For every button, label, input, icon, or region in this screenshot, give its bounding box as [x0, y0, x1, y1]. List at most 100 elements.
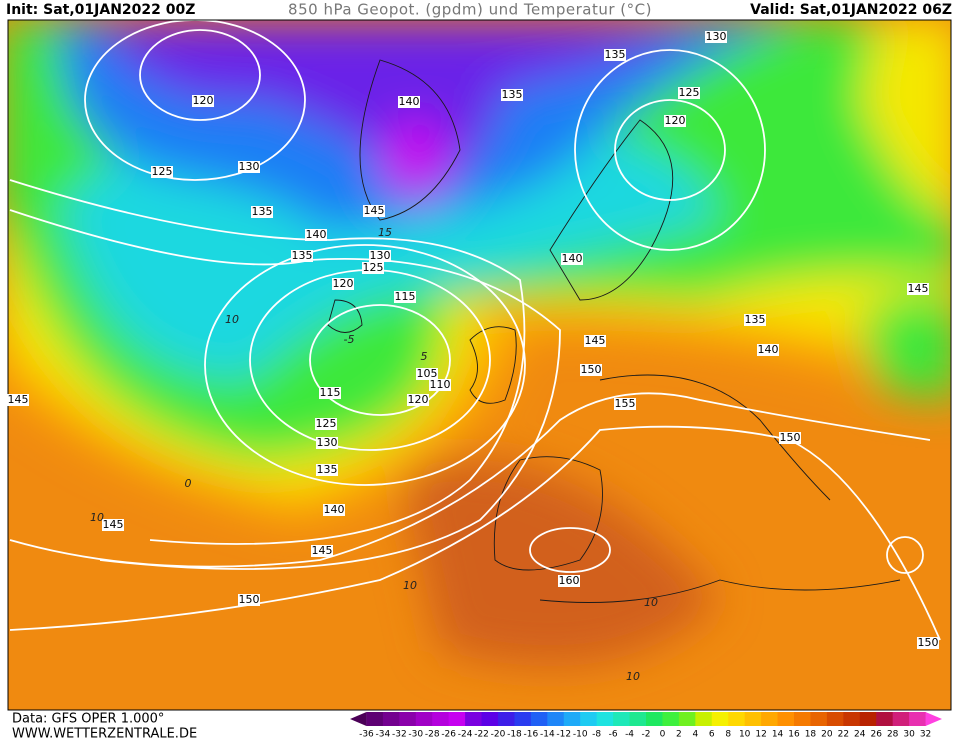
colorbar-swatch	[909, 712, 927, 726]
temperature-label: 5	[421, 350, 428, 363]
contour-label: 135	[605, 48, 626, 61]
contour-label-box	[561, 253, 583, 265]
contour-label-box	[251, 206, 273, 218]
contour-label-box	[558, 575, 580, 587]
contour-label: 150	[780, 431, 801, 444]
field-yellow-east	[860, 20, 951, 217]
colorbar-swatch	[728, 712, 746, 726]
contour-label-box	[678, 87, 700, 99]
colorbar-label: 22	[838, 730, 849, 740]
contour-label-box	[291, 250, 313, 262]
contour-label-box	[305, 229, 327, 241]
contour-label: 140	[562, 252, 583, 265]
contour-label: 140	[306, 228, 327, 241]
contour	[529, 527, 611, 573]
contour-label-box	[604, 49, 626, 61]
contour-label: 145	[8, 393, 29, 406]
colorbar-swatch	[415, 712, 433, 726]
contour-label-box	[757, 344, 779, 356]
colorbar-label: -30	[408, 730, 423, 740]
contour-label: 125	[363, 261, 384, 274]
colorbar-swatch	[892, 712, 910, 726]
colorbar-arrow	[350, 712, 367, 726]
contour-label: 145	[585, 334, 606, 347]
coast-iberia	[493, 456, 603, 571]
colorbar-label: -6	[609, 730, 618, 740]
temperature-label: -5	[344, 333, 355, 346]
contour-label-box	[316, 437, 338, 449]
contour-label-box	[416, 368, 438, 380]
colorbar-label: -26	[441, 730, 456, 740]
contour-label: 115	[320, 386, 341, 399]
colorbar-label: -20	[491, 730, 506, 740]
colorbar-swatch	[465, 712, 483, 726]
contour-label-box	[316, 464, 338, 476]
contour-label-box	[323, 504, 345, 516]
contour-label: 155	[615, 397, 636, 410]
contour-label: 120	[333, 277, 354, 290]
colorbar: -36 -34 -32 -30 -28 -26 -24 -22 -20 -18 -16 -14 -12-…	[350, 712, 942, 740]
contour-label-box	[369, 250, 391, 262]
contour-label: 140	[399, 95, 420, 108]
contour-label: 130	[317, 436, 338, 449]
colorbar-swatch	[547, 712, 565, 726]
colorbar-swatch	[432, 712, 450, 726]
colorbar-label: -10	[573, 730, 588, 740]
contour-label-box	[7, 394, 29, 406]
colorbar-swatch	[678, 712, 696, 726]
coast-scandinavia	[549, 119, 674, 301]
colorbar-label: -34	[376, 730, 391, 740]
contour-label: 120	[408, 393, 429, 406]
contour-label: 115	[395, 290, 416, 303]
contour-label: 145	[312, 544, 333, 557]
temperature-label: 10	[90, 511, 104, 524]
contour-label: 130	[370, 249, 391, 262]
colorbar-swatch	[662, 712, 680, 726]
temperature-label: 10	[225, 313, 239, 326]
contour-label-box	[238, 161, 260, 173]
coast-africa	[539, 579, 901, 603]
contour-label: 145	[103, 518, 124, 531]
contour-label-box	[363, 205, 385, 217]
colorbar-label: -16	[524, 730, 539, 740]
temperature-label: 10	[626, 670, 640, 683]
colorbar-label: 14	[772, 730, 784, 740]
field-purple	[100, 20, 700, 200]
colorbar-label: 16	[788, 730, 800, 740]
map-frame	[7, 19, 952, 711]
colorbar-swatch	[794, 712, 811, 726]
colorbar-label: -8	[592, 730, 601, 740]
contour-label: 150	[239, 593, 260, 606]
contour-label: 135	[745, 313, 766, 326]
colorbar-label: 30	[903, 730, 915, 740]
contour-label-box	[362, 262, 384, 274]
contour	[9, 392, 931, 568]
contour-label-box	[394, 291, 416, 303]
contour	[614, 99, 726, 201]
contour-label-box	[407, 394, 429, 406]
colorbar-label: 12	[755, 730, 766, 740]
colorbar-label: 4	[692, 730, 698, 740]
contour-label-box	[917, 637, 939, 649]
colorbar-label: -4	[625, 730, 634, 740]
init-label: Init: Sat,01JAN2022 00Z	[6, 2, 195, 18]
contour	[84, 20, 306, 181]
colorbar-label: 28	[887, 730, 899, 740]
colorbar-swatch	[843, 712, 861, 726]
colorbar-swatch	[859, 712, 877, 726]
colorbar-swatch	[826, 712, 844, 726]
contour	[139, 29, 261, 121]
contour	[9, 425, 941, 641]
contour-label: 160	[559, 574, 580, 587]
geopotential-contours	[9, 20, 941, 641]
contour-label-box	[779, 432, 801, 444]
contour	[9, 179, 526, 545]
colorbar-label: -14	[540, 730, 555, 740]
colorbar-swatch	[498, 712, 515, 726]
contour-label: 140	[324, 503, 345, 516]
coastlines	[327, 59, 901, 603]
colorbar-swatch	[629, 712, 647, 726]
contour-label-box	[332, 278, 354, 290]
contour-label: 125	[152, 165, 173, 178]
